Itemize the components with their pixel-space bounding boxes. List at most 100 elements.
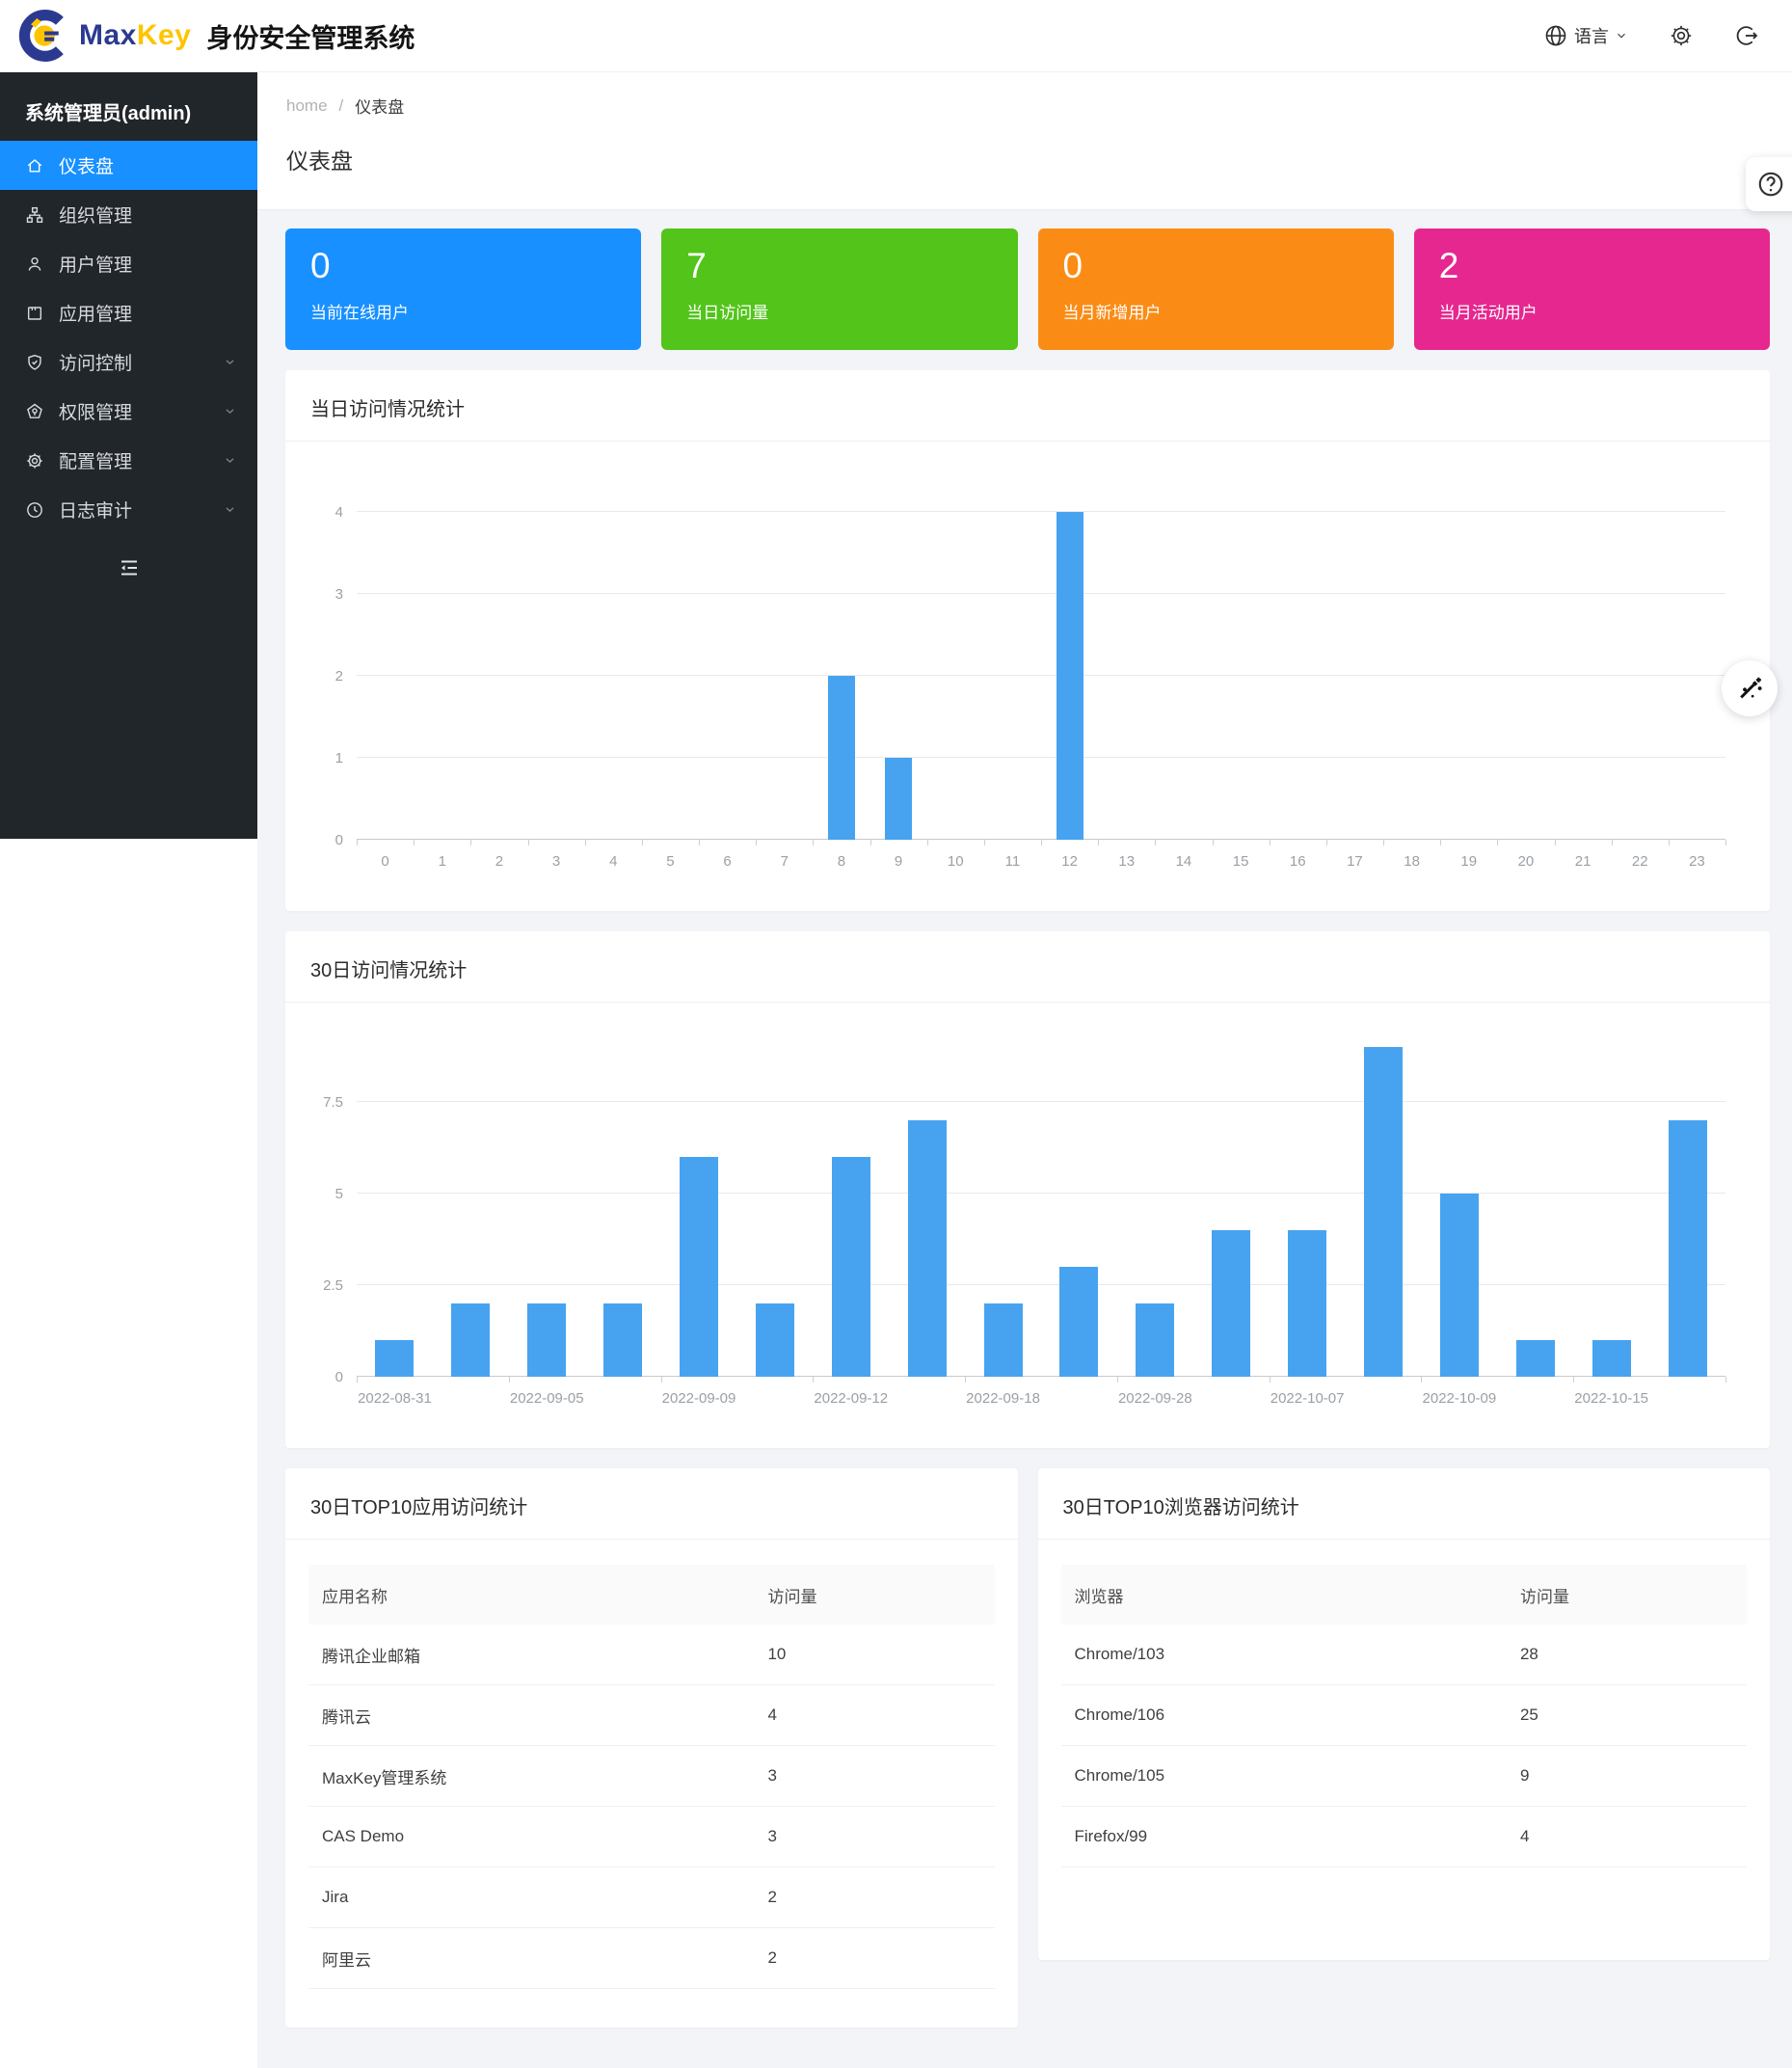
- x-axis-tick: [1041, 840, 1042, 846]
- x-axis-tick: [1098, 840, 1100, 846]
- x-axis-tick: [1497, 840, 1499, 846]
- sidebar-item-permissions[interactable]: 权限管理: [0, 387, 257, 436]
- question-circle-icon: [1756, 170, 1785, 199]
- cell-name: 阿里云: [322, 1950, 371, 1970]
- y-axis-tick-label: 1: [334, 750, 343, 766]
- help-button[interactable]: [1746, 157, 1792, 211]
- x-axis-tick: [357, 1377, 358, 1383]
- language-selector[interactable]: 语言: [1543, 23, 1628, 48]
- sidebar-collapse-button[interactable]: [0, 548, 257, 588]
- breadcrumb-home-link[interactable]: home: [286, 95, 328, 115]
- cell-value: 3: [767, 1766, 777, 1785]
- x-axis-tick: [1668, 840, 1670, 846]
- x-axis-tick: [1383, 840, 1384, 846]
- sidebar-item-applications[interactable]: 应用管理: [0, 288, 257, 337]
- chevron-down-icon: [224, 356, 236, 368]
- breadcrumb-separator: /: [338, 95, 344, 115]
- bar-9: [885, 758, 913, 840]
- column-header: 访问量: [754, 1583, 994, 1607]
- bar-2022-10-07: [1288, 1230, 1327, 1377]
- gridline: [357, 1101, 1725, 1102]
- brand-name: MaxKey: [79, 19, 192, 51]
- x-axis-line: [357, 1376, 1725, 1377]
- x-axis-tick: [1440, 840, 1442, 846]
- x-axis-tick: [1212, 840, 1214, 846]
- maxkey-logo-icon: [17, 10, 69, 62]
- column-header: 浏览器: [1074, 1587, 1124, 1606]
- x-axis-tick-label: 11: [1004, 853, 1021, 870]
- top10-apps-panel: 30日TOP10应用访问统计 应用名称 访问量 腾讯企业邮箱 10 腾讯云 4 MaxKey管…: [285, 1468, 1018, 2028]
- x-axis-tick: [1155, 840, 1157, 846]
- bar-1: [451, 1303, 491, 1377]
- stat-card-value: 7: [686, 246, 707, 285]
- x-axis-tick: [965, 1377, 967, 1383]
- sidebar-item-access-control[interactable]: 访问控制: [0, 337, 257, 387]
- sidebar-item-organizations[interactable]: 组织管理: [0, 190, 257, 239]
- main-area: home / 仪表盘 仪表盘 0 当前在线用户 7 当日访问量 0 当月新增用户 2 当月活动…: [257, 72, 1792, 2068]
- stat-card-2: 0 当月新增用户: [1037, 228, 1394, 350]
- table-row: Chrome/105 9: [1060, 1746, 1747, 1807]
- cell-value: 4: [1519, 1827, 1530, 1845]
- x-axis-tick: [660, 1377, 662, 1383]
- x-axis-tick-label: 7: [780, 853, 789, 870]
- sidebar-item-users[interactable]: 用户管理: [0, 239, 257, 288]
- x-axis-tick-label: 6: [723, 853, 732, 870]
- stat-cards-row: 0 当前在线用户 7 当日访问量 0 当月新增用户 2 当月活动用户: [285, 228, 1770, 350]
- x-axis-tick: [869, 840, 871, 846]
- x-axis-tick: [584, 840, 586, 846]
- bar-7: [907, 1120, 947, 1377]
- page-title: 仪表盘: [286, 148, 353, 174]
- app-icon: [25, 304, 44, 323]
- app-header: MaxKey 身份安全管理系统 语言: [0, 0, 1792, 72]
- x-axis-tick: [1573, 1377, 1575, 1383]
- stat-card-label: 当日访问量: [686, 303, 769, 322]
- panel-header: 30日访问情况统计: [285, 931, 1770, 1003]
- x-axis-tick-label: 8: [837, 853, 846, 870]
- x-axis-tick-label: 2: [495, 853, 504, 870]
- sidebar-item-configuration[interactable]: 配置管理: [0, 436, 257, 485]
- badge-icon: [25, 402, 44, 421]
- x-axis-tick-label: 10: [947, 853, 964, 870]
- x-axis-tick-label: 23: [1689, 853, 1705, 870]
- panel-header: 当日访问情况统计: [285, 370, 1770, 442]
- theme-wand-button[interactable]: [1722, 660, 1778, 716]
- sidebar-nav: 仪表盘 组织管理 用户管理 应用管理 访问控制权限管理配置管理日志审计: [0, 141, 257, 534]
- y-axis-tick-label: 3: [334, 586, 343, 603]
- cell-name: 腾讯云: [322, 1707, 371, 1727]
- menu-fold-icon: [118, 556, 141, 579]
- gridline: [357, 675, 1725, 676]
- x-axis-tick-label: 18: [1404, 853, 1420, 870]
- x-axis-tick-label: 15: [1232, 853, 1249, 870]
- x-axis-tick-label: 20: [1517, 853, 1535, 870]
- gridline: [357, 511, 1725, 512]
- stat-card-0: 0 当前在线用户: [285, 228, 642, 350]
- x-axis-tick: [357, 840, 358, 846]
- sidebar-item-label: 权限管理: [59, 403, 133, 423]
- cell-name: Chrome/106: [1074, 1705, 1165, 1724]
- sidebar-item-label: 日志审计: [59, 501, 133, 522]
- stat-card-label: 当前在线用户: [310, 303, 409, 322]
- logout-icon[interactable]: [1734, 23, 1759, 48]
- bar-2022-09-09: [680, 1157, 718, 1377]
- sidebar-item-dashboard[interactable]: 仪表盘: [0, 141, 257, 190]
- panel-header: 30日TOP10应用访问统计: [285, 1468, 1018, 1540]
- sidebar-item-audit-log[interactable]: 日志审计: [0, 485, 257, 534]
- bar-2022-08-31: [375, 1340, 415, 1377]
- cell-name: Chrome/103: [1074, 1645, 1165, 1663]
- x-axis-tick-label: 5: [666, 853, 675, 870]
- bar-2022-09-05: [527, 1303, 567, 1377]
- gear-icon: [25, 451, 44, 470]
- product-title: 身份安全管理系统: [206, 23, 415, 53]
- panel-title: 30日TOP10浏览器访问统计: [1062, 1497, 1299, 1518]
- magic-wand-icon: [1735, 674, 1764, 703]
- x-axis-tick: [926, 840, 928, 846]
- x-axis-tick: [1611, 840, 1613, 846]
- cell-name: 腾讯企业邮箱: [322, 1647, 420, 1666]
- column-header: 访问量: [1507, 1583, 1747, 1607]
- x-axis-tick: [1325, 840, 1327, 846]
- x-axis-tick-label: 4: [609, 853, 618, 870]
- settings-icon[interactable]: [1669, 23, 1694, 48]
- stat-card-value: 2: [1438, 246, 1459, 285]
